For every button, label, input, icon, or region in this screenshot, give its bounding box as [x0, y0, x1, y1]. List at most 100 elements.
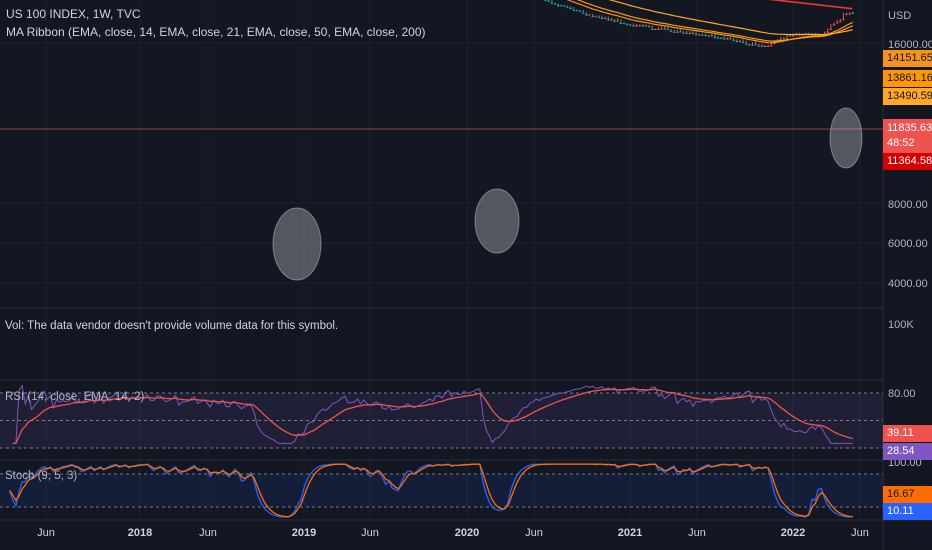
highlight-circle[interactable]: [474, 188, 520, 254]
time-axis-label: Jun: [361, 527, 379, 539]
candle-body: [707, 35, 710, 37]
price-axis-label: 6000.00: [888, 238, 928, 250]
ema200-price-tag: 11364.58: [883, 153, 932, 170]
candle-body: [842, 19, 845, 21]
ema50-price-tag: 13490.59: [883, 88, 932, 105]
candle-body: [766, 45, 770, 47]
time-axis-label: 2018: [127, 527, 153, 539]
ema14-price-tag: 14151.65: [883, 50, 932, 67]
candle-body: [638, 25, 641, 27]
grid-lines: [0, 0, 883, 520]
candle-body: [792, 35, 795, 37]
candle-body: [644, 25, 648, 27]
candle-body: [632, 25, 635, 27]
rsi-axis-label: 80.00: [888, 388, 916, 400]
candle-body: [694, 34, 698, 36]
price-axis-label: 8000.00: [888, 199, 928, 211]
candle-body: [826, 31, 829, 33]
candle-body: [553, 3, 557, 5]
candle-body: [763, 45, 767, 47]
candle-body: [672, 31, 676, 33]
candle-body: [757, 45, 760, 47]
ema14-line: [566, 0, 854, 44]
rsi-pane[interactable]: [0, 384, 883, 449]
candle-body: [563, 5, 566, 7]
candle-body: [851, 12, 855, 14]
time-axis-label: Jun: [688, 527, 706, 539]
candle-body: [729, 38, 732, 40]
stoch-pane[interactable]: [0, 463, 883, 518]
highlight-circle[interactable]: [829, 107, 863, 169]
candle-body: [572, 9, 576, 11]
candle-body: [641, 25, 644, 27]
candle-body: [773, 43, 776, 45]
candle-body: [669, 31, 673, 33]
candle-body: [829, 28, 833, 30]
candle-body: [735, 41, 739, 43]
candle-body: [594, 16, 597, 18]
candle-body: [578, 10, 582, 12]
candle-body: [732, 39, 735, 41]
candle-body: [788, 35, 792, 37]
currency-label: USD: [888, 10, 912, 22]
candle-body: [745, 43, 748, 45]
price-axis-label: 16000.00: [888, 39, 932, 51]
stoch-k-tag: 10.11: [883, 503, 932, 520]
stoch-legend[interactable]: Stoch (9, 5, 3): [5, 470, 78, 482]
candle-body: [713, 37, 717, 39]
candle-body: [688, 33, 692, 35]
candle-body: [607, 19, 610, 21]
candle-body: [575, 10, 579, 12]
rsi-value-tag: 28.54: [883, 443, 932, 460]
candle-body: [701, 34, 704, 36]
candle-body: [663, 28, 666, 30]
candle-body: [657, 28, 660, 30]
last-price-tag: 11835.63 48:52: [883, 119, 932, 153]
candle-body: [676, 31, 679, 33]
ema21-price-tag: 13861.16: [883, 70, 932, 87]
candle-body: [679, 31, 682, 33]
time-axis-label: Jun: [525, 527, 543, 539]
candle-body: [666, 29, 670, 31]
candle-body: [560, 5, 563, 7]
volume-axis-label: 100K: [888, 319, 914, 331]
time-axis-label: 2022: [780, 527, 806, 539]
candle-body: [582, 12, 585, 14]
candle-body: [647, 26, 651, 28]
time-axis-label: Jun: [851, 527, 869, 539]
candle-body: [616, 20, 619, 22]
candle-body: [650, 29, 654, 31]
candle-body: [585, 14, 588, 16]
candle-body: [547, 0, 550, 2]
candle-body: [600, 18, 604, 20]
time-axis-label: 2019: [291, 527, 317, 539]
candle-body: [810, 35, 814, 37]
candle-body: [832, 24, 836, 26]
candle-body: [760, 45, 764, 47]
candle-body: [779, 39, 782, 41]
candle-body: [704, 34, 707, 36]
ema50-line: [608, 0, 853, 36]
highlight-circle[interactable]: [272, 207, 322, 281]
ma-ribbon-legend[interactable]: MA Ribbon (EMA, close, 14, EMA, close, 2…: [6, 25, 426, 39]
highlight-circles: [272, 107, 863, 281]
stoch-band: [0, 474, 883, 507]
candle-body: [691, 33, 695, 35]
volume-note: Vol: The data vendor doesn't provide vol…: [5, 320, 339, 332]
candle-body: [839, 21, 842, 23]
candle-body: [622, 23, 626, 25]
candle-body: [566, 7, 569, 9]
candle-body: [710, 35, 713, 37]
candle-body: [716, 37, 720, 39]
candle-body: [625, 24, 629, 26]
ema21-line: [576, 0, 854, 42]
candle-body: [603, 18, 607, 20]
candle-body: [544, 0, 547, 2]
rsi-legend[interactable]: RSI (14, close, EMA, 14, 2): [5, 391, 145, 403]
symbol-legend[interactable]: US 100 INDEX, 1W, TVC: [6, 7, 141, 21]
candle-body: [751, 44, 754, 46]
stoch-d-line: [9, 463, 853, 518]
candle-body: [785, 38, 789, 40]
